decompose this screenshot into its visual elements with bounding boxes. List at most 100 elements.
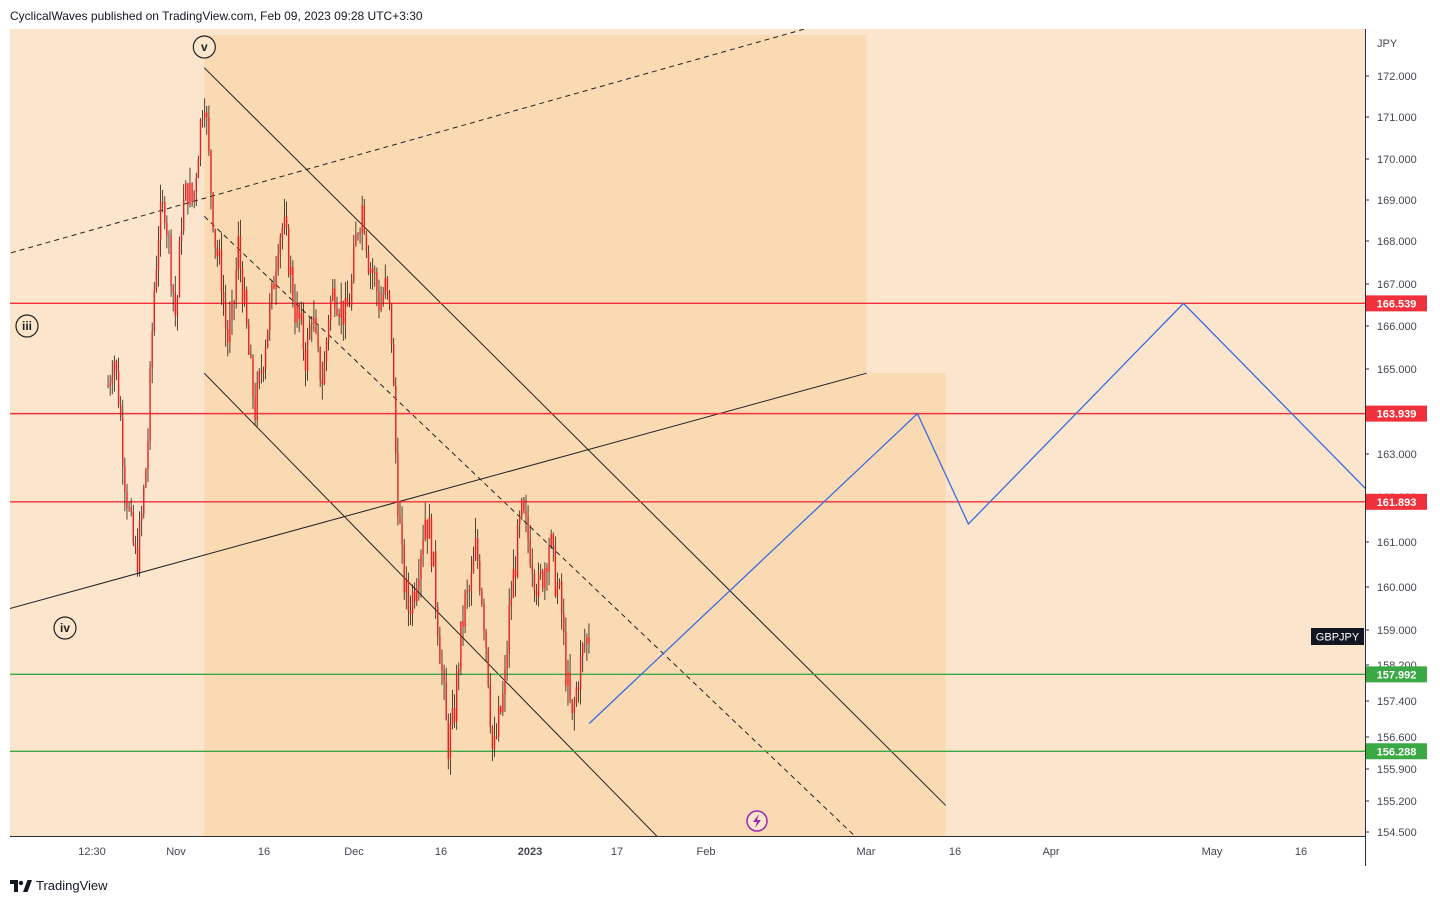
x-tick-label: 2023 [518,846,542,858]
candle-body [140,513,143,521]
candle-body [447,720,449,759]
candle-body [405,580,407,593]
bolt-icon[interactable] [746,810,768,832]
symbol-tag: GBPJPY [1311,628,1364,645]
candle-body [573,703,575,714]
candle-body [470,572,473,592]
lower-channel [203,372,658,836]
candle-body [229,318,231,343]
candle-body [374,272,376,274]
level-tag-label-157.992: 157.992 [1377,669,1417,681]
y-tick-label: 161.000 [1377,537,1417,549]
level-tag-156.288 [1366,743,1427,760]
y-tick-label: 171.000 [1377,112,1417,124]
candle-body [369,268,372,274]
candle-body [241,268,244,304]
candle-body [327,319,330,341]
candle-body [510,598,512,607]
candle-body [407,580,410,611]
candle-body [285,216,288,228]
candle-body [277,254,279,271]
y-tick-label: 157.400 [1377,696,1417,708]
level-tag-label-156.288: 156.288 [1377,746,1417,758]
candle-body [308,324,311,339]
candle-body [117,370,120,406]
candle-body [252,357,254,397]
candle-body [416,588,418,602]
candle-body [426,519,428,539]
upper-zone [204,35,867,374]
candle-body [315,317,317,333]
candle-body [338,314,340,318]
candle-body [460,621,462,669]
x-axis[interactable]: 12:30 Nov 16 Dec 16 2023 17 Feb Mar 16 Apr May 16 [78,846,1307,858]
y-tick-label: 168.000 [1377,236,1417,248]
candle-body [182,200,185,231]
candle-body [201,118,204,120]
candle-body [302,313,305,350]
candle-body [189,183,191,205]
candle-body [569,672,571,700]
candle-body [254,396,256,421]
level-tag-label-161.893: 161.893 [1377,497,1417,509]
candle-body [138,520,141,572]
x-tick-label: 17 [611,846,623,858]
y-tick-label: 163.000 [1377,449,1417,461]
candle-body [119,405,122,418]
candle-body [422,539,424,555]
candle-body [434,551,437,608]
candle-body [136,547,139,572]
y-tick-label: 159.000 [1377,625,1417,637]
upper-channel [203,67,947,806]
candle-body [260,371,263,373]
candle-body [401,522,403,546]
candle-body [107,385,109,387]
candle-body [485,630,487,649]
tradingview-logo[interactable]: TradingView [10,878,108,893]
candle-body [224,302,227,330]
candle-body [487,648,489,686]
candle-body [147,441,149,470]
candle-body [382,294,384,303]
candle-body [187,183,189,205]
candle-body [134,542,137,548]
candle-body [185,183,187,201]
y-tick-label: 155.200 [1377,796,1417,808]
x-tick-label: 16 [1295,846,1307,858]
candle-body [367,251,370,274]
candle-body [355,234,357,247]
candle-body [203,112,206,119]
candle-body [220,249,223,293]
candle-body [525,511,527,517]
candle-body [233,301,235,303]
candle-body [386,277,389,292]
candle-body [537,573,540,597]
candle-body [340,300,342,318]
candle-body [273,283,275,289]
candle-body [420,554,422,579]
candle-body [243,289,246,304]
candle-body [413,591,416,602]
candle-body [264,347,267,370]
candle-body [445,682,447,721]
x-tick-label: 12:30 [78,846,106,858]
candle-body [279,237,281,255]
x-tick-label: 16 [258,846,270,858]
candle-body [529,539,531,565]
y-axis[interactable]: 172.000 171.000 170.000 169.000 168.000 167.0… [1365,71,1417,839]
wave-label-v-circle [192,35,216,59]
wave-label-v: v [201,40,208,54]
candle-body [491,726,494,749]
x-tick-label: Dec [344,846,364,858]
candle-body [506,653,508,670]
candle-body [298,304,300,319]
tradingview-brand: TradingView [36,878,108,893]
candle-body [411,591,414,614]
candle-body [403,545,405,593]
candle-body [159,201,162,241]
x-tick-label: 16 [949,846,961,858]
candle-body [432,551,435,567]
candle-body [151,330,153,368]
candle-body [527,516,529,540]
